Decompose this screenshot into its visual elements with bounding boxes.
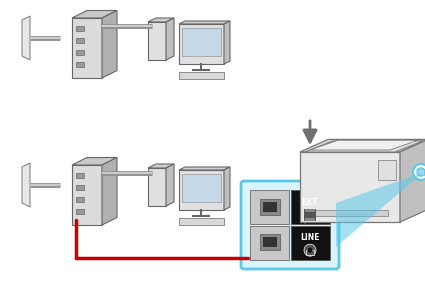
Polygon shape — [224, 167, 230, 210]
Polygon shape — [102, 11, 117, 78]
Polygon shape — [310, 140, 418, 150]
Bar — [179, 72, 224, 79]
Bar — [260, 234, 280, 250]
Polygon shape — [400, 140, 425, 222]
Bar — [250, 190, 289, 224]
Polygon shape — [102, 158, 117, 225]
Polygon shape — [179, 167, 230, 170]
Bar — [260, 199, 280, 215]
Bar — [182, 28, 221, 56]
Circle shape — [413, 164, 425, 180]
Circle shape — [304, 244, 316, 256]
Polygon shape — [148, 18, 174, 22]
Bar — [250, 226, 289, 260]
Polygon shape — [22, 16, 30, 60]
Polygon shape — [305, 141, 423, 152]
Polygon shape — [148, 168, 166, 206]
Polygon shape — [224, 21, 230, 64]
Polygon shape — [300, 152, 400, 222]
Polygon shape — [305, 209, 315, 212]
Polygon shape — [148, 164, 174, 168]
Bar — [76, 50, 84, 55]
Bar — [76, 185, 84, 190]
Polygon shape — [166, 18, 174, 60]
Circle shape — [308, 248, 312, 253]
Bar — [76, 62, 84, 67]
Polygon shape — [166, 164, 174, 206]
Polygon shape — [300, 140, 425, 152]
Text: EXT.: EXT. — [301, 198, 319, 207]
Bar — [378, 160, 396, 180]
Polygon shape — [72, 11, 117, 18]
Polygon shape — [336, 172, 424, 247]
Bar — [76, 173, 84, 178]
Bar — [76, 26, 84, 31]
Bar — [179, 218, 224, 225]
Bar — [291, 190, 330, 224]
Polygon shape — [72, 158, 117, 165]
Polygon shape — [305, 218, 315, 221]
Bar — [308, 210, 388, 216]
Bar — [263, 237, 277, 247]
Polygon shape — [302, 212, 319, 223]
Bar — [76, 197, 84, 202]
Polygon shape — [179, 21, 230, 24]
Bar — [76, 209, 84, 214]
Bar — [182, 174, 221, 202]
Bar — [263, 202, 277, 212]
Bar — [291, 226, 330, 260]
Polygon shape — [179, 170, 224, 210]
Text: LINE: LINE — [300, 233, 320, 242]
Polygon shape — [148, 22, 166, 60]
Polygon shape — [179, 24, 224, 64]
Bar — [418, 169, 424, 175]
Polygon shape — [72, 165, 102, 225]
Polygon shape — [72, 18, 102, 78]
Bar — [306, 250, 314, 255]
FancyBboxPatch shape — [241, 181, 339, 269]
Bar — [76, 38, 84, 43]
Bar — [304, 209, 316, 221]
Polygon shape — [22, 163, 30, 207]
Circle shape — [417, 168, 425, 176]
